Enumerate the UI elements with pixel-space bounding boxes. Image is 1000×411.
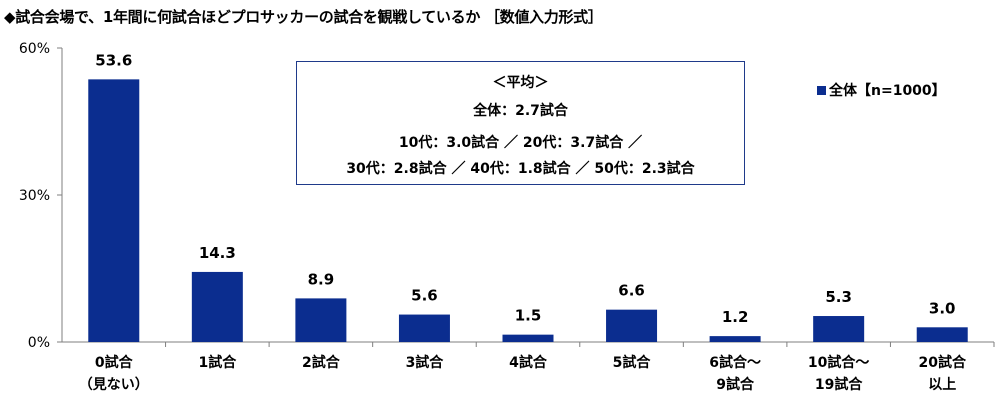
chart-title: ◆試合会場で、1年間に何試合ほどプロサッカーの試合を観戦しているか ［数値入力形… xyxy=(4,8,603,26)
bar xyxy=(88,79,140,343)
category-label: （見ない） xyxy=(79,377,149,393)
category-label: 以上 xyxy=(928,377,956,393)
bar xyxy=(709,336,761,342)
data-label: 3.0 xyxy=(929,299,956,317)
legend: 全体【n=1000】 xyxy=(817,80,946,100)
data-label: 1.2 xyxy=(722,308,749,326)
data-label: 8.9 xyxy=(308,270,335,288)
category-label: 0試合 xyxy=(95,354,134,371)
legend-label: 全体【n=1000】 xyxy=(829,83,946,99)
category-label: 1試合 xyxy=(198,354,237,371)
data-label: 14.3 xyxy=(199,244,236,262)
category-label: 20試合 xyxy=(918,354,966,371)
y-tick-label: 60% xyxy=(19,41,50,57)
bar xyxy=(813,316,865,342)
average-by-age-line2: 30代：2.8試合 ／ 40代：1.8試合 ／ 50代：2.3試合 xyxy=(346,161,695,177)
data-label: 1.5 xyxy=(515,307,542,325)
bar xyxy=(606,309,658,342)
average-by-age-line1: 10代：3.0試合 ／ 20代：3.7試合 ／ xyxy=(398,135,643,151)
category-label: 3試合 xyxy=(406,354,445,371)
data-label: 5.3 xyxy=(825,288,852,306)
category-label: 10試合～ xyxy=(808,354,869,371)
bar xyxy=(502,334,554,342)
average-summary-box: ＜平均＞ 全体：2.7試合 10代：3.0試合 ／ 20代：3.7試合 ／ 30… xyxy=(296,61,745,185)
average-heading: ＜平均＞ xyxy=(492,75,549,91)
category-label: 5試合 xyxy=(613,354,652,371)
category-label: 19試合 xyxy=(815,376,863,393)
legend-swatch xyxy=(817,85,826,95)
y-tick-label: 30% xyxy=(19,188,50,204)
category-label: 9試合 xyxy=(716,376,755,393)
data-label: 5.6 xyxy=(411,287,438,305)
bar xyxy=(295,298,347,342)
category-label: 6試合～ xyxy=(709,354,761,371)
data-label: 6.6 xyxy=(618,282,645,300)
data-label: 53.6 xyxy=(95,51,132,69)
category-label: 4試合 xyxy=(509,354,548,371)
bar xyxy=(916,327,968,342)
average-overall: 全体：2.7試合 xyxy=(473,103,568,119)
category-label: 2試合 xyxy=(302,354,341,371)
y-tick-label: 0% xyxy=(28,335,50,351)
bar xyxy=(398,314,450,342)
bar xyxy=(191,271,243,342)
